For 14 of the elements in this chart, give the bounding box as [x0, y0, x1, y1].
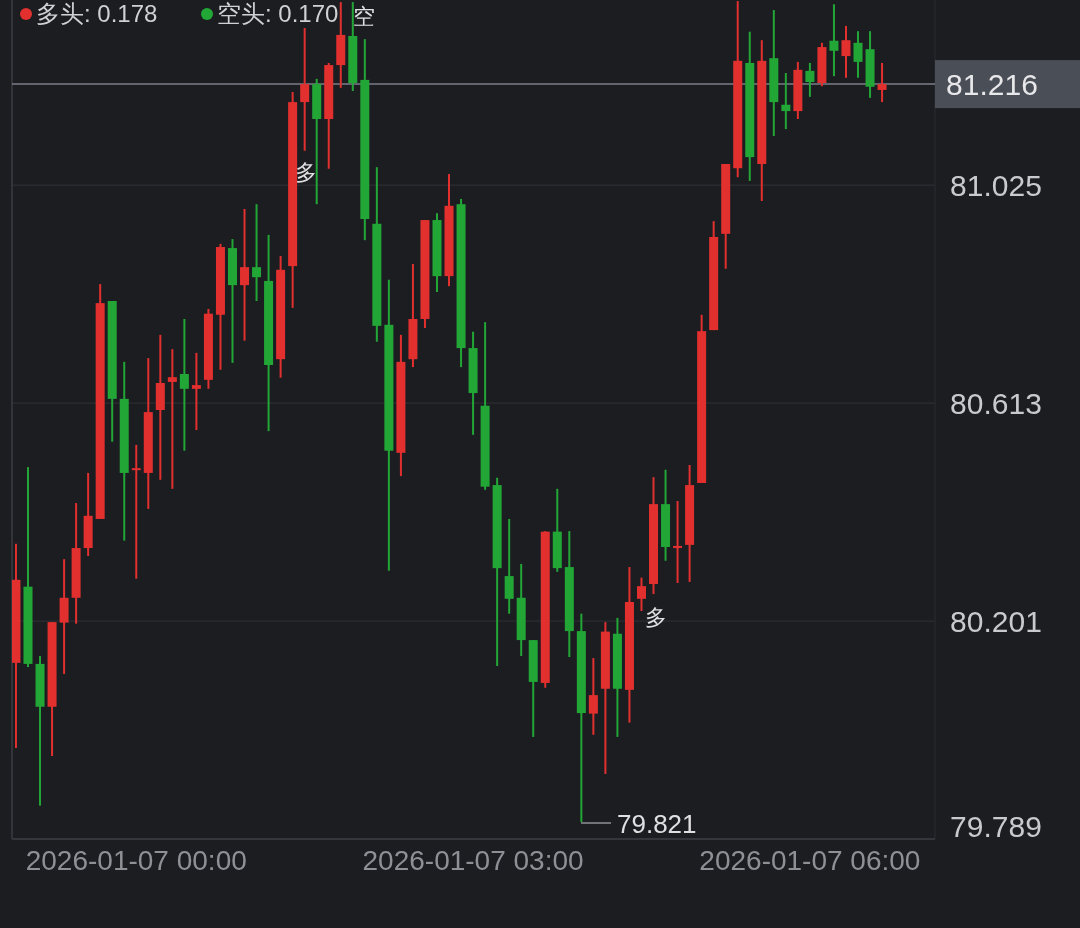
annotation: 79.821	[617, 809, 697, 839]
y-tick-label: 81.025	[950, 169, 1042, 203]
y-tick-label: 79.789	[950, 810, 1042, 843]
annotation: 多	[645, 605, 667, 630]
x-tick-label: 2026-01-07 03:00	[362, 845, 584, 876]
y-tick-label: 80.201	[950, 605, 1042, 639]
ref-line-label: 81.216	[946, 68, 1038, 102]
annotation: 多头: 0.178	[36, 0, 158, 27]
y-tick-label: 80.613	[950, 387, 1042, 421]
x-tick-label: 2026-01-07 06:00	[699, 845, 921, 876]
x-tick-label: 2026-01-07 00:00	[25, 845, 247, 876]
annotation: 多	[295, 160, 317, 185]
annotation: 空头: 0.170	[217, 0, 339, 27]
annotation: 空	[353, 4, 375, 29]
